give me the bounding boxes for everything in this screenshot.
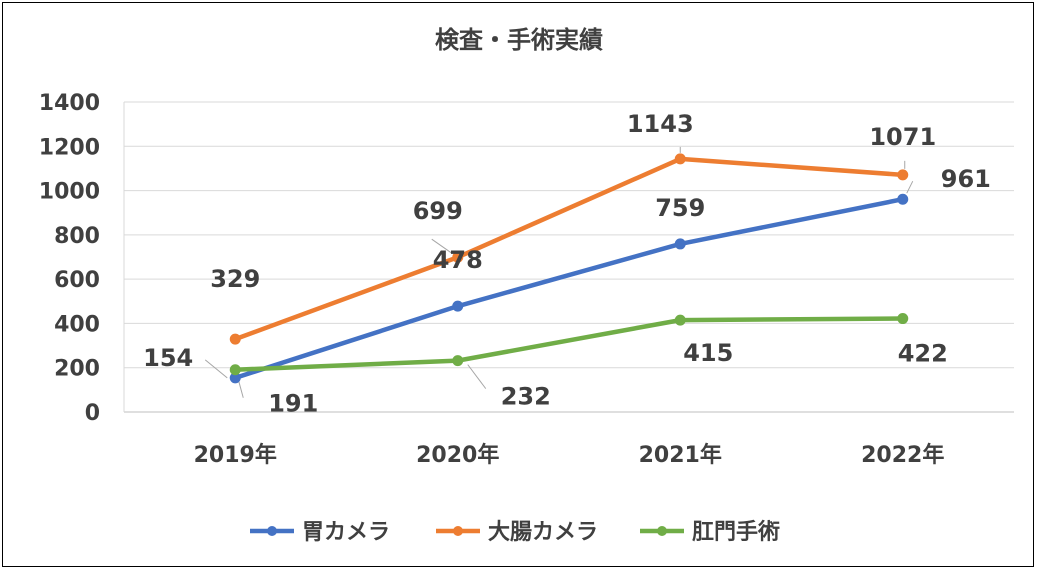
data-point [452,355,464,367]
x-tick-label: 2019年 [194,442,277,468]
data-point [897,313,909,325]
legend: 胃カメラ 大腸カメラ 肛門手術 [250,519,780,545]
series-points [229,153,909,384]
data-label: 699 [413,197,463,225]
data-label: 154 [143,344,193,372]
data-point [229,333,241,345]
legend-label: 肛門手術 [692,519,780,545]
data-label: 1143 [627,110,694,138]
legend-marker [453,526,463,536]
data-point [674,238,686,250]
leader-line [204,359,228,379]
y-tick-label: 1400 [39,91,100,116]
data-label: 961 [941,165,991,193]
data-label: 232 [501,383,551,411]
x-tick-label: 2021年 [639,442,722,468]
data-point [674,153,686,165]
data-point [229,364,241,376]
y-tick-label: 1200 [39,135,100,160]
label-leader-lines [204,146,914,398]
data-label: 191 [268,390,318,418]
data-point [897,193,909,205]
data-label: 415 [683,339,733,367]
y-tick-label: 1000 [39,180,100,205]
leader-line [431,238,453,254]
y-axis: 0 200 400 600 800 1000 1200 1400 [39,91,100,426]
data-label: 422 [898,340,948,368]
data-point [452,300,464,312]
data-label: 759 [655,194,705,222]
data-labels: 154 478 759 961 329 699 1143 1071 191 232 415 422 [143,110,991,418]
leader-line [467,364,487,389]
series-line [233,156,905,342]
data-point [452,251,464,263]
y-tick-label: 0 [85,401,100,426]
x-tick-label: 2022年 [861,442,944,468]
legend-label: 大腸カメラ [488,520,598,545]
legend-label: 胃カメラ [302,520,390,545]
data-label: 329 [210,265,260,293]
x-axis: 2019年 2020年 2021年 2022年 [194,442,945,468]
x-tick-label: 2020年 [416,442,499,468]
leader-line [906,180,914,194]
data-label: 1071 [869,123,936,151]
y-tick-label: 600 [54,268,100,293]
chart-title: 検査・手術実績 [435,26,603,54]
series-line [233,196,905,381]
y-tick-label: 200 [54,357,100,382]
legend-marker [267,526,277,536]
y-tick-label: 400 [54,312,100,337]
data-label: 478 [433,246,483,274]
data-point [674,314,686,326]
data-point [897,169,909,181]
y-tick-label: 800 [54,224,100,249]
series-lines [233,156,905,381]
legend-marker [657,526,667,536]
series-line [233,316,905,372]
